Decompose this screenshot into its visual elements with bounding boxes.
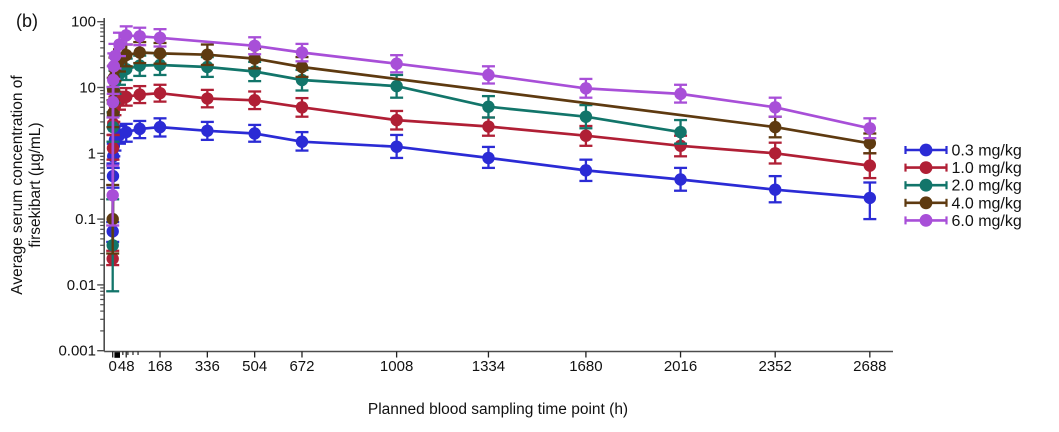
x-tick-label: 1680 [569, 358, 602, 375]
legend-label: 4.0 mg/kg [952, 195, 1022, 212]
y-tick-label: 100 [71, 14, 96, 31]
y-tick-label: 0.1 [75, 211, 96, 228]
data-point-1-0-mg-kg [201, 92, 214, 105]
x-tick-label: 48 [118, 358, 135, 375]
x-tick-label: 336 [195, 358, 220, 375]
legend-item-4-0-mg-kg: 4.0 mg/kg [904, 195, 1022, 212]
data-point-4-0-mg-kg [295, 60, 309, 74]
data-point-2-0-mg-kg [674, 125, 687, 139]
data-point-2-0-mg-kg [579, 110, 593, 123]
data-point-1-0-mg-kg [863, 159, 877, 172]
data-point-0-3-mg-kg [295, 135, 309, 148]
data-point-6-0-mg-kg [106, 189, 119, 202]
data-point-6-0-mg-kg [106, 95, 120, 109]
figure-panel-label: (b) [16, 11, 38, 31]
series-6-0-mg-kg [106, 25, 877, 227]
data-point-4-0-mg-kg [248, 52, 261, 65]
x-tick-label: 672 [289, 358, 314, 375]
data-point-4-0-mg-kg [863, 137, 877, 150]
data-point-0-3-mg-kg [768, 183, 782, 196]
legend-item-1-0-mg-kg: 1.0 mg/kg [904, 160, 1022, 177]
data-point-6-0-mg-kg [295, 46, 309, 59]
x-tick-label: 2016 [664, 358, 697, 375]
data-point-4-0-mg-kg [768, 120, 782, 134]
data-point-1-0-mg-kg [248, 94, 261, 107]
data-point-0-3-mg-kg [133, 122, 146, 136]
data-point-6-0-mg-kg [113, 38, 126, 51]
data-point-2-0-mg-kg [153, 58, 167, 72]
legend-marker [919, 143, 933, 157]
data-point-1-0-mg-kg [482, 120, 495, 133]
data-point-1-0-mg-kg [295, 101, 309, 114]
data-point-2-0-mg-kg [482, 100, 495, 113]
x-tick-label: 504 [242, 358, 267, 375]
legend: 0.3 mg/kg1.0 mg/kg2.0 mg/kg4.0 mg/kg6.0 … [904, 143, 1022, 230]
data-point-1-0-mg-kg [579, 129, 593, 142]
data-point-6-0-mg-kg [390, 57, 403, 70]
data-point-2-0-mg-kg [390, 79, 403, 93]
data-point-4-0-mg-kg [153, 47, 167, 60]
data-point-6-0-mg-kg [107, 60, 121, 73]
data-point-6-0-mg-kg [482, 68, 495, 82]
series-2-0-mg-kg [106, 54, 688, 293]
legend-label: 0.3 mg/kg [952, 143, 1022, 160]
x-tick-label: 0 [109, 358, 117, 375]
data-point-0-3-mg-kg [863, 191, 877, 205]
data-point-0-3-mg-kg [579, 164, 593, 177]
legend-label: 2.0 mg/kg [952, 178, 1022, 195]
legend-label: 1.0 mg/kg [952, 160, 1022, 177]
data-point-0-3-mg-kg [482, 151, 495, 165]
baseline-square-marker [114, 352, 121, 358]
data-point-4-0-mg-kg [120, 48, 133, 62]
legend-marker [919, 214, 933, 227]
data-point-0-3-mg-kg [153, 120, 167, 134]
data-point-6-0-mg-kg [674, 87, 687, 101]
legend-item-0-3-mg-kg: 0.3 mg/kg [904, 143, 1022, 160]
data-point-1-0-mg-kg [153, 86, 167, 100]
plot-area: 100 10 1 0.1 0.01 0.001 0 48 168 336 504 672 1008 133… [58, 14, 893, 375]
data-point-1-0-mg-kg [390, 113, 403, 127]
data-point-6-0-mg-kg [107, 73, 120, 87]
legend-marker [919, 178, 933, 192]
data-point-0-3-mg-kg [120, 125, 133, 139]
y-tick-label: 10 [79, 80, 96, 97]
data-point-1-0-mg-kg [120, 90, 133, 104]
x-axis-title: Planned blood sampling time point (h) [368, 401, 628, 418]
data-point-6-0-mg-kg [153, 31, 167, 44]
data-point-0-3-mg-kg [390, 140, 403, 153]
y-tick-label: 0.001 [58, 343, 96, 360]
legend-item-6-0-mg-kg: 6.0 mg/kg [904, 213, 1022, 230]
x-tick-label: 1008 [380, 358, 413, 375]
data-point-6-0-mg-kg [768, 101, 782, 114]
x-tick-label: 2688 [853, 358, 886, 375]
data-point-6-0-mg-kg [108, 49, 122, 63]
data-point-6-0-mg-kg [863, 122, 877, 135]
data-point-1-0-mg-kg [768, 147, 782, 160]
x-tick-label: 168 [148, 358, 173, 375]
series-line-6-0-mg-kg [111, 34, 871, 196]
y-axis-title-line1: Average serum concentration of [9, 75, 26, 295]
data-point-4-0-mg-kg [201, 48, 214, 61]
data-point-4-0-mg-kg [133, 46, 146, 59]
y-tick-label: 0.01 [67, 277, 96, 294]
legend-marker [919, 196, 933, 210]
y-tick-label: 1 [88, 145, 96, 162]
x-tick-label: 2352 [759, 358, 792, 375]
y-axis-title-line2: firsekibart (µg/mL) [27, 122, 44, 247]
data-point-0-3-mg-kg [674, 173, 687, 186]
data-point-6-0-mg-kg [248, 39, 261, 53]
data-point-0-3-mg-kg [201, 124, 214, 137]
legend-label: 6.0 mg/kg [952, 213, 1022, 230]
data-point-6-0-mg-kg [579, 82, 593, 95]
data-point-6-0-mg-kg [120, 29, 133, 42]
series-line-0-3-mg-kg [111, 125, 870, 232]
data-point-6-0-mg-kg [133, 30, 146, 43]
data-point-0-3-mg-kg [248, 127, 261, 140]
x-tick-label: 1334 [472, 358, 505, 375]
legend-marker [919, 161, 933, 175]
data-point-1-0-mg-kg [133, 88, 146, 101]
legend-item-2-0-mg-kg: 2.0 mg/kg [904, 178, 1022, 195]
